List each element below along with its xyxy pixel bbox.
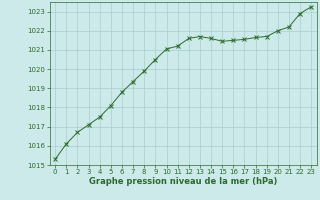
X-axis label: Graphe pression niveau de la mer (hPa): Graphe pression niveau de la mer (hPa)	[89, 177, 277, 186]
